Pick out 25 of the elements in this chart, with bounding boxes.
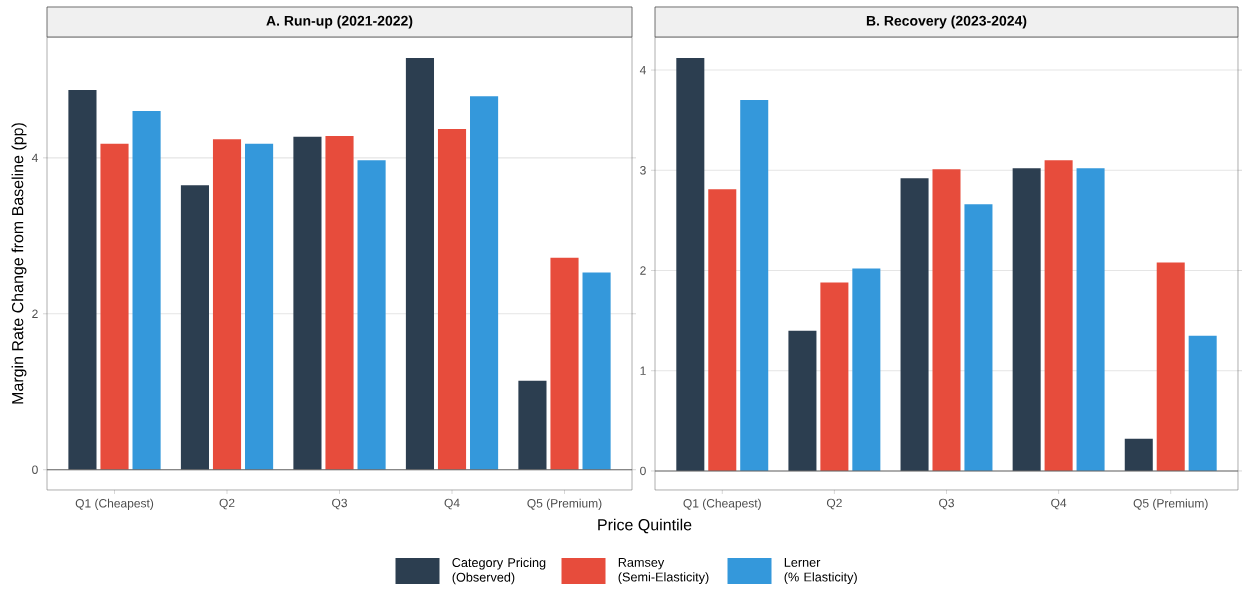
x-tick-label: Q1 (Cheapest) — [75, 498, 154, 510]
x-tick-label: Q2 — [219, 498, 235, 510]
legend-label: Ramsey (Semi-Elasticity) — [618, 557, 709, 584]
y-tick-label: 4 — [639, 65, 646, 75]
chart-title: A. Run-up (2021-2022) — [266, 15, 413, 29]
y-tick-label: 0 — [640, 466, 646, 476]
x-tick-label: Q5 (Premium) — [1133, 498, 1208, 510]
y-tick-label: 1 — [640, 366, 646, 375]
x-tick-label: Q3 — [332, 498, 347, 510]
y-axis-title: Margin Rate Change from Baseline (pp) — [11, 123, 27, 404]
x-tick-label: Q1 (Cheapest) — [683, 498, 761, 510]
y-tick-label: 3 — [640, 166, 646, 175]
y-tick-label: 0 — [32, 465, 38, 474]
y-tick-label: 2 — [32, 309, 38, 318]
chart-title: B. Recovery (2023-2024) — [866, 15, 1027, 29]
x-tick-label: Q4 — [1051, 498, 1067, 510]
x-axis-title: Price Quintile — [598, 518, 692, 534]
legend-label: Lerner (% Elasticity) — [784, 557, 857, 584]
x-tick-label: Q3 — [939, 498, 954, 510]
x-tick-label: Q5 (Premium) — [527, 498, 602, 510]
x-tick-label: Q4 — [444, 498, 460, 510]
y-tick-label: 2 — [640, 266, 646, 275]
legend-label: Category Pricing (Observed) — [452, 557, 546, 585]
x-tick-label: Q2 — [826, 498, 842, 510]
y-tick-label: 4 — [31, 153, 38, 162]
